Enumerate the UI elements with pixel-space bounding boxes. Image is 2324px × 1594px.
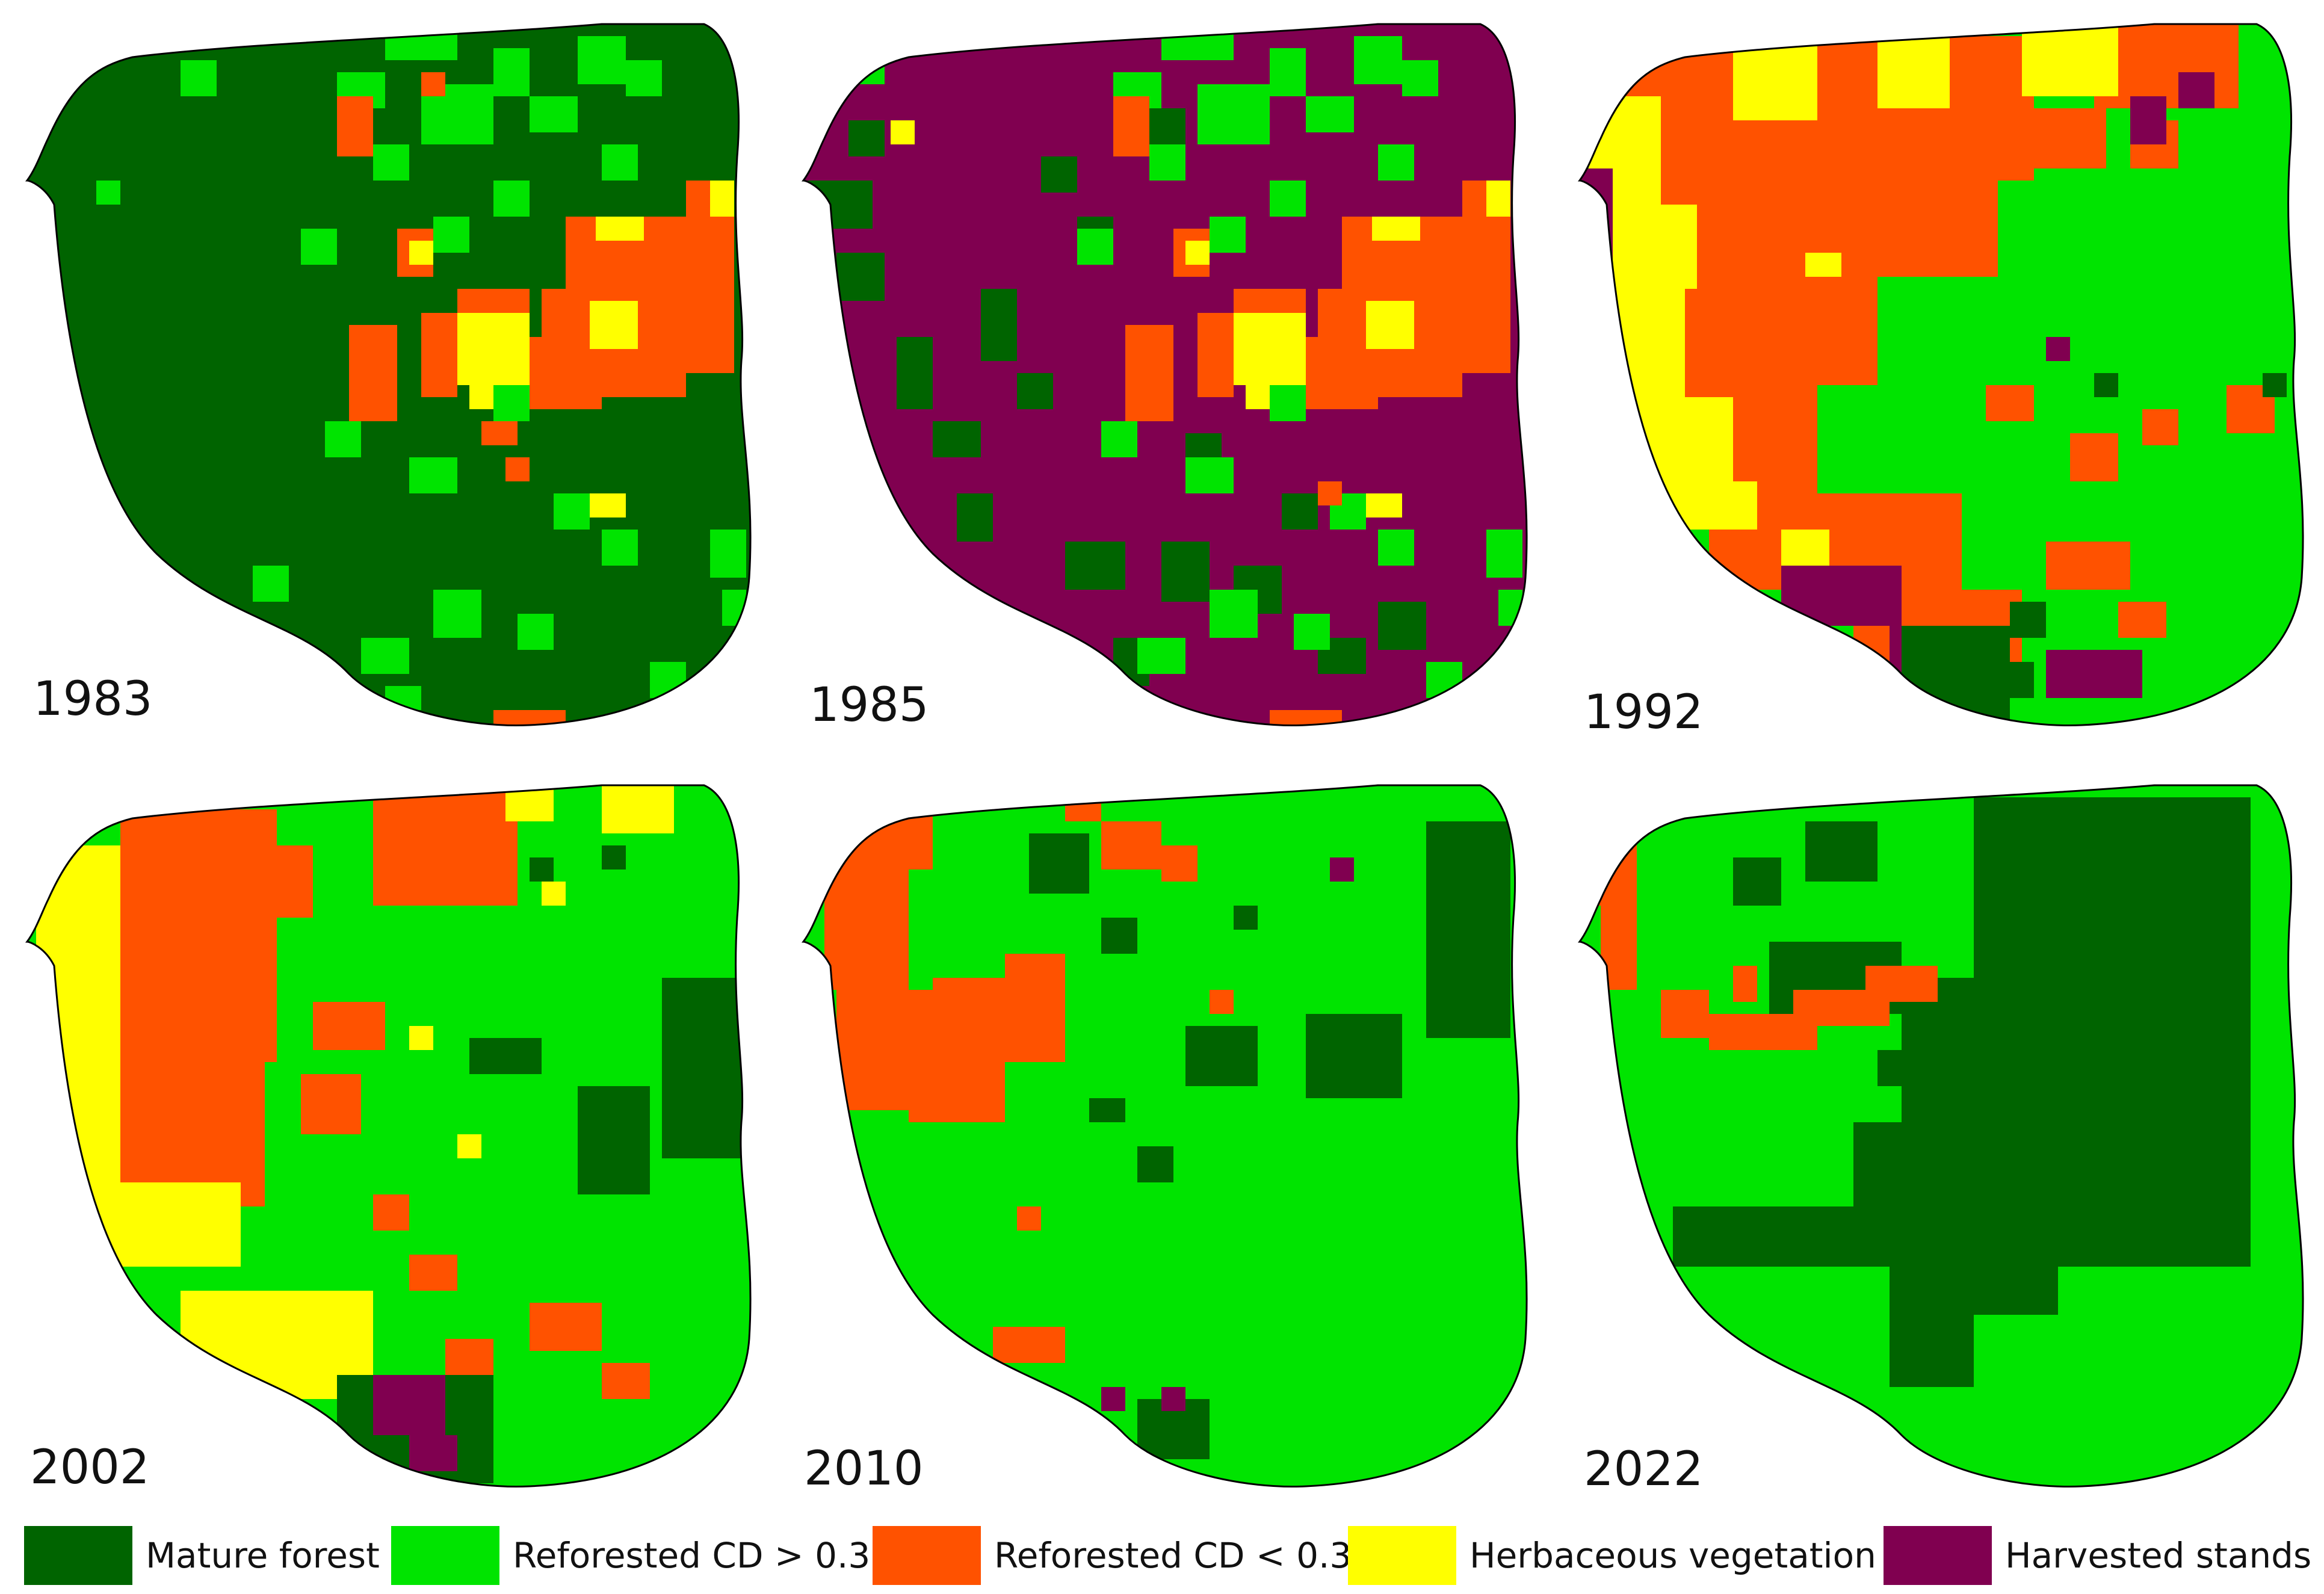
land-cover-patches — [36, 785, 746, 1483]
land-cover-patches — [1589, 797, 2251, 1387]
legend-swatch-harvested — [1884, 1526, 1992, 1585]
legend-label: Reforested CD > 0.3 — [513, 1535, 871, 1576]
study-area-outline — [25, 784, 752, 1487]
study-area-outline — [802, 784, 1528, 1487]
map-panel-2022 — [1578, 784, 2304, 1487]
year-label: 2022 — [1584, 1442, 1704, 1497]
legend-label: Reforested CD < 0.3 — [994, 1535, 1352, 1576]
legend-swatch-herbaceous — [1348, 1526, 1456, 1585]
legend-swatch-mature-forest — [24, 1526, 132, 1585]
map-panels: 1983 1985 1992 2002 2010 2022 — [25, 23, 2304, 1497]
legend-item-herbaceous: Herbaceous vegetation — [1348, 1522, 1876, 1589]
study-area-outline — [1578, 784, 2304, 1487]
study-area-outline — [25, 23, 752, 726]
legend-label: Mature forest — [146, 1535, 380, 1576]
map-panel-2010 — [802, 784, 1528, 1487]
legend-swatch-reforested-high — [391, 1526, 499, 1585]
legend-label: Harvested stands — [2005, 1535, 2312, 1576]
year-label: 1985 — [809, 678, 929, 732]
legend-item-harvested: Harvested stands — [1884, 1522, 2311, 1589]
map-panel-1985 — [802, 23, 1528, 726]
year-label: 2010 — [804, 1442, 924, 1496]
land-cover-patches — [1580, 24, 2287, 722]
study-area-outline — [1578, 23, 2304, 726]
map-panel-1983 — [25, 23, 752, 726]
map-panel-1992 — [1578, 23, 2304, 726]
study-area-outline — [802, 23, 1528, 726]
legend-label: Herbaceous vegetation — [1469, 1535, 1876, 1576]
legend: Mature forest Reforested CD > 0.3 Refore… — [24, 1522, 2311, 1589]
land-cover-patches — [96, 24, 746, 726]
year-label: 2002 — [30, 1441, 150, 1495]
year-label: 1983 — [33, 672, 153, 726]
year-label: 1992 — [1584, 685, 1704, 740]
legend-item-mature-forest: Mature forest — [24, 1522, 380, 1589]
map-panel-2002 — [25, 784, 752, 1487]
legend-item-reforested-high: Reforested CD > 0.3 — [391, 1522, 870, 1589]
legend-swatch-reforested-low — [873, 1526, 981, 1585]
land-cover-patches — [803, 24, 1522, 726]
legend-item-reforested-low: Reforested CD < 0.3 — [873, 1522, 1352, 1589]
